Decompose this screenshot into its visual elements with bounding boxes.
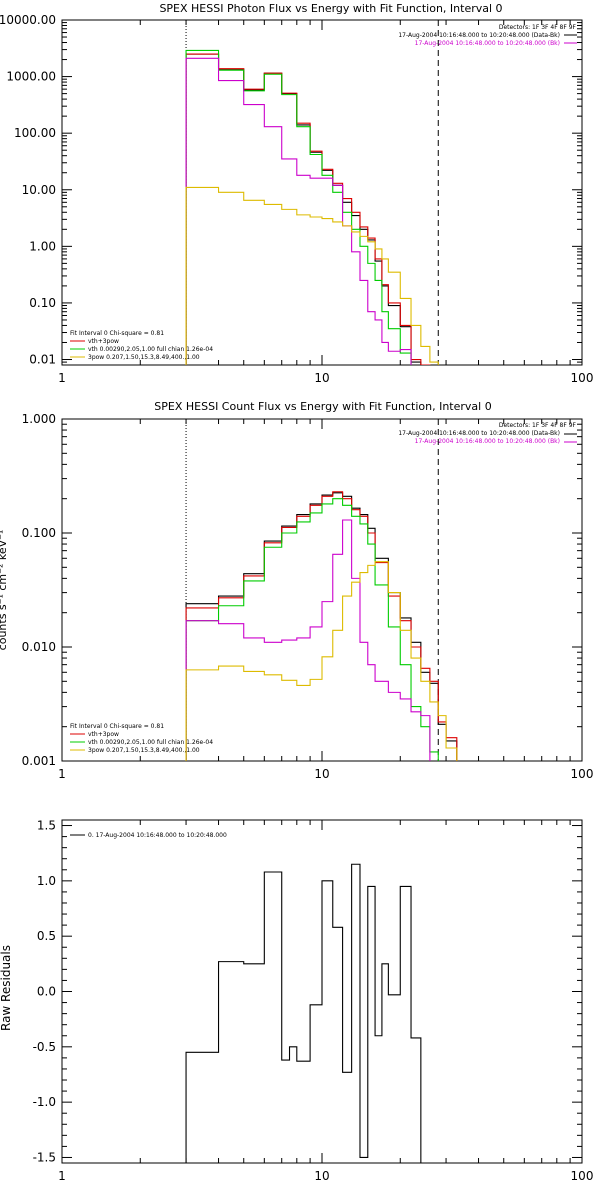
photon-flux-series-power-law-fit — [185, 186, 439, 365]
count-flux-series-thermal-fit — [185, 498, 439, 761]
residuals-panel: Raw Residuals 0. 17-Aug-2004 10:16:48.00… — [0, 819, 593, 1183]
photon-flux-legend-title: Fit Interval 0 Chi-square = 0.81 — [70, 330, 164, 337]
photon-flux-header-detectors: Detectors: 1F 3F 4F 8F 9F — [499, 24, 577, 31]
photon-flux-y-tick-label: 0.01 — [29, 353, 56, 367]
count-flux-header-detectors: Detectors: 1F 3F 4F 8F 9F — [499, 422, 577, 429]
residuals-x-tick-label: 100 — [571, 1169, 594, 1183]
count-flux-title: SPEX HESSI Count Flux vs Energy with Fit… — [154, 400, 491, 413]
photon-flux-y-tick-label: 10.00 — [22, 183, 56, 197]
residuals-x-tick-label: 10 — [314, 1169, 329, 1183]
photon-flux-header-background: 17-Aug-2004 10:16:48.000 to 10:20:48.000… — [415, 40, 560, 47]
count-flux-x-tick-label: 100 — [571, 767, 594, 781]
count-flux-y-tick-label: 1.000 — [22, 412, 56, 426]
residuals-y-tick-label: 1.5 — [37, 819, 56, 833]
residuals-ylabel: Raw Residuals — [0, 945, 13, 1031]
residuals-y-tick-label: -1.5 — [33, 1150, 56, 1164]
count-flux-series-background — [185, 519, 431, 761]
count-flux-panel: SPEX HESSI Count Flux vs Energy with Fit… — [0, 400, 593, 781]
residuals-y-tick-label: 0.0 — [37, 985, 56, 999]
count-flux-y-tick-label: 0.010 — [22, 640, 56, 654]
photon-flux-y-tick-label: 1000.00 — [6, 70, 56, 84]
count-flux-legend-label-total: vth+3pow — [88, 731, 119, 738]
count-flux-series-data-minus-background — [185, 492, 458, 761]
residuals-y-tick-label: -0.5 — [33, 1040, 56, 1054]
photon-flux-y-tick-label: 0.10 — [29, 296, 56, 310]
residuals-legend: 0. 17-Aug-2004 10:16:48.000 to 10:20:48.… — [88, 832, 227, 839]
count-flux-legend-label-power: 3pow 0.207,1.50,15.3,8.49,400.,1.00 — [88, 747, 200, 754]
residuals-y-tick-label: 1.0 — [37, 874, 56, 888]
photon-flux-series-background — [185, 57, 412, 365]
residuals-x-tick-label: 1 — [58, 1169, 66, 1183]
count-flux-ylabel: counts s⁻¹ cm⁻² keV⁻¹ — [0, 530, 9, 651]
count-flux-header-background: 17-Aug-2004 10:16:48.000 to 10:20:48.000… — [415, 438, 560, 445]
photon-flux-legend-label-thermal: vth 0.00290,2.05,1.00 full chian 1.26e-0… — [88, 346, 213, 353]
photon-flux-legend-label-total: vth+3pow — [88, 338, 119, 345]
count-flux-x-tick-label: 10 — [314, 767, 329, 781]
photon-flux-title: SPEX HESSI Photon Flux vs Energy with Fi… — [159, 2, 502, 15]
photon-flux-y-tick-label: 1.00 — [29, 239, 56, 253]
count-flux-legend: Fit Interval 0 Chi-square = 0.81 vth+3po… — [70, 723, 213, 754]
photon-flux-legend-label-power: 3pow 0.207,1.50,15.3,8.49,400.,1.00 — [88, 354, 200, 361]
residuals-legend-label: 0. 17-Aug-2004 10:16:48.000 to 10:20:48.… — [88, 832, 227, 839]
count-flux-x-tick-label: 1 — [58, 767, 66, 781]
count-flux-legend-title: Fit Interval 0 Chi-square = 0.81 — [70, 723, 164, 730]
photon-flux-legend: Fit Interval 0 Chi-square = 0.81 vth+3po… — [70, 330, 213, 361]
photon-flux-x-tick-label: 10 — [314, 371, 329, 385]
count-flux-series-power-law-fit — [185, 561, 458, 761]
photon-flux-panel: SPEX HESSI Photon Flux vs Energy with Fi… — [0, 2, 593, 385]
photon-flux-header-data: 17-Aug-2004 10:16:48.000 to 10:20:48.000… — [398, 32, 560, 39]
photon-flux-x-tick-label: 1 — [58, 371, 66, 385]
count-flux-series-total-fit — [185, 491, 458, 761]
count-flux-y-tick-label: 0.001 — [22, 754, 56, 768]
residuals-series-residual — [185, 863, 422, 1163]
count-flux-header-lines: Detectors: 1F 3F 4F 8F 9F 17-Aug-2004 10… — [398, 422, 576, 445]
count-flux-y-tick-label: 0.100 — [22, 526, 56, 540]
residuals-y-tick-label: 0.5 — [37, 929, 56, 943]
photon-flux-y-tick-label: 10000.00 — [0, 13, 56, 27]
photon-flux-y-tick-label: 100.00 — [14, 126, 56, 140]
photon-flux-x-tick-label: 100 — [571, 371, 594, 385]
count-flux-header-data: 17-Aug-2004 10:16:48.000 to 10:20:48.000… — [398, 430, 560, 437]
photon-flux-header-lines: Detectors: 1F 3F 4F 8F 9F 17-Aug-2004 10… — [398, 24, 576, 47]
residuals-y-tick-label: -1.0 — [33, 1095, 56, 1109]
count-flux-legend-label-thermal: vth 0.00290,2.05,1.00 full chian 1.26e-0… — [88, 739, 213, 746]
